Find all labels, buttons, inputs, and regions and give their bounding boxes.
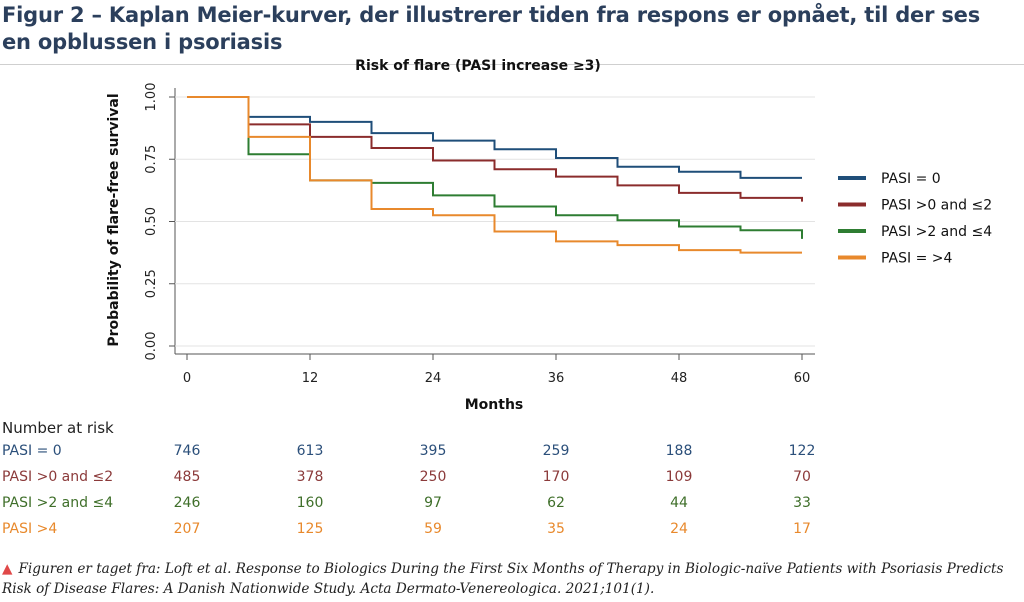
risk-cell: 109 [665, 469, 693, 485]
legend-label-4: PASI = >4 [881, 251, 953, 267]
risk-row-label: PASI = 0 [2, 443, 62, 459]
kaplan-meier-chart: 0.00 0.25 0.50 0.75 1.00 0 12 24 36 48 60 PASI = … [106, 58, 992, 413]
y-tick-label: 0.75 [144, 145, 159, 174]
risk-cell: 97 [424, 495, 442, 511]
risk-cell: 17 [793, 521, 811, 537]
risk-row-label: PASI >0 and ≤2 [2, 469, 114, 485]
chart-title: Risk of flare (PASI increase ≥3) [355, 58, 601, 74]
risk-row-label: PASI >4 [2, 521, 58, 537]
legend-label-3: PASI >2 and ≤4 [881, 224, 992, 240]
gridlines [175, 96, 815, 347]
risk-cell: 246 [173, 495, 201, 511]
y-tick-label: 1.00 [144, 83, 159, 112]
title-divider [0, 64, 1024, 65]
risk-cell: 125 [296, 521, 324, 537]
risk-cell: 33 [793, 495, 811, 511]
x-axis-label: Months [465, 397, 524, 413]
risk-cell: 259 [542, 443, 570, 459]
risk-cell: 378 [296, 469, 324, 485]
survival-curves [187, 96, 803, 254]
y-axis-label: Probability of flare-free survival [106, 93, 122, 346]
risk-cell: 746 [173, 443, 201, 459]
risk-cell: 395 [419, 443, 447, 459]
series-line-1 [187, 96, 802, 179]
x-tick-label: 0 [183, 371, 191, 386]
risk-cell: 188 [665, 443, 693, 459]
x-tick-labels: 0 12 24 36 48 60 [183, 354, 810, 386]
y-tick-label: 0.25 [144, 269, 159, 298]
series-line-2 [187, 96, 803, 202]
legend: PASI = 0 PASI >0 and ≤2 PASI >2 and ≤4 PASI… [838, 171, 992, 267]
x-tick-label: 12 [302, 371, 319, 386]
x-tick-label: 36 [548, 371, 565, 386]
series-line-4 [187, 96, 802, 254]
risk-row-label: PASI >2 and ≤4 [2, 495, 114, 511]
source-text: Figuren er taget fra: Loft et al. Respon… [2, 561, 1004, 597]
risk-cell: 35 [547, 521, 565, 537]
x-tick-label: 48 [671, 371, 688, 386]
legend-label-2: PASI >0 and ≤2 [881, 198, 992, 214]
risk-cell: 613 [296, 443, 324, 459]
y-tick-labels: 0.00 0.25 0.50 0.75 1.00 [144, 83, 175, 361]
x-tick-label: 60 [794, 371, 811, 386]
risk-cell: 170 [542, 469, 570, 485]
figure-title: Figur 2 – Kaplan Meier-kurver, der illus… [2, 3, 980, 54]
x-tick-label: 24 [425, 371, 442, 386]
legend-label-1: PASI = 0 [881, 171, 941, 187]
risk-cell: 250 [419, 469, 447, 485]
risk-cell: 44 [670, 495, 688, 511]
risk-cell: 24 [670, 521, 688, 537]
risk-cell: 122 [788, 443, 816, 459]
figure-source: ▲ Figuren er taget fra: Loft et al. Respo… [2, 559, 1017, 599]
risk-cell: 160 [296, 495, 324, 511]
risk-cell: 59 [424, 521, 442, 537]
source-marker-icon: ▲ [2, 561, 13, 577]
risk-cell: 207 [173, 521, 201, 537]
y-tick-label: 0.00 [144, 332, 159, 361]
risk-cell: 70 [793, 469, 811, 485]
y-tick-label: 0.50 [144, 207, 159, 236]
risk-cell: 62 [547, 495, 565, 511]
risk-table-title: Number at risk [2, 419, 114, 437]
risk-cell: 485 [173, 469, 201, 485]
